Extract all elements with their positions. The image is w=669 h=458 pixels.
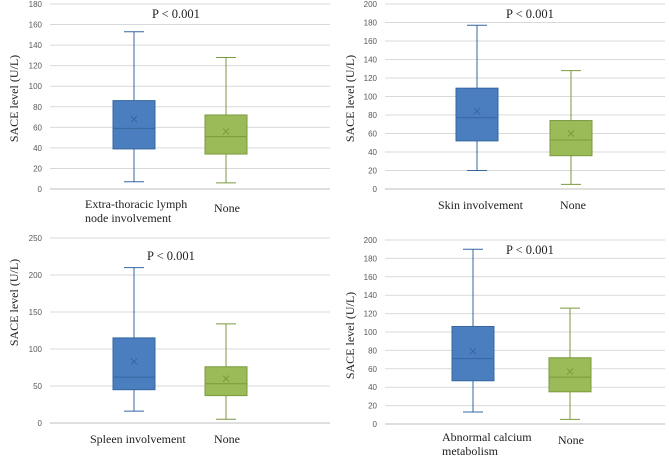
y-tick-label: 80 <box>33 103 42 112</box>
category-label-0: Extra-thoracic lymph node involvement <box>85 197 187 225</box>
box-plot-0 <box>112 31 156 183</box>
y-tick-label: 0 <box>38 185 43 194</box>
iqr-box <box>549 120 593 157</box>
category-label-line: node involvement <box>85 211 172 225</box>
chart-panel-extra-thoracic-lymph-node: 0 20 40 60 80 100 120 140 160 180 SACE level (U/L… <box>0 0 334 228</box>
iqr-box <box>548 357 592 393</box>
y-tick-label: 20 <box>33 164 42 173</box>
y-tick-label: 40 <box>368 383 377 392</box>
chart-panel-skin-involvement: 0 20 40 60 80 100 120 140 160 180 200 SACE level (… <box>335 0 669 228</box>
p-value-annotation: P < 0.001 <box>506 243 554 257</box>
category-label-line: None <box>214 201 240 215</box>
y-tick-label: 120 <box>29 62 43 71</box>
y-tick-label: 60 <box>368 365 377 374</box>
y-tick-label: 120 <box>364 310 378 319</box>
category-label-line: None <box>560 198 586 212</box>
box-plot-1 <box>549 70 593 185</box>
y-tick-label: 180 <box>364 254 378 263</box>
y-tick-label: 120 <box>364 74 378 83</box>
y-axis-label: SACE level (U/L) <box>6 258 21 346</box>
p-value-annotation: P < 0.001 <box>506 7 554 21</box>
iqr-box <box>112 337 156 391</box>
box-plot-0 <box>455 24 499 171</box>
y-tick-label: 20 <box>368 167 377 176</box>
mean-marker <box>567 130 575 137</box>
mean-marker <box>222 128 230 135</box>
y-tick-label: 80 <box>368 346 377 355</box>
iqr-box <box>451 325 495 382</box>
category-label-1: None <box>558 433 584 447</box>
iqr-box <box>112 100 156 150</box>
chart-panel-abnormal-calcium-metabolism: 0 20 40 60 80 100 120 140 160 180 200 SACE level (… <box>335 229 669 458</box>
box-plot-1 <box>548 307 592 420</box>
y-tick-label: 0 <box>373 185 378 194</box>
chart-plot: 0 20 40 60 80 100 120 140 160 180 200 <box>364 236 665 429</box>
mean-marker <box>566 368 574 375</box>
category-label-line: Skin involvement <box>438 198 523 212</box>
y-tick-label: 160 <box>364 37 378 46</box>
box-plot-0 <box>451 248 495 413</box>
mean-marker <box>130 358 138 365</box>
mean-marker <box>222 375 230 382</box>
mean-marker <box>473 107 481 115</box>
y-tick-label: 0 <box>373 420 378 429</box>
iqr-box <box>204 114 248 155</box>
y-tick-label: 160 <box>29 21 43 30</box>
y-tick-label: 140 <box>364 291 378 300</box>
p-value-annotation: P < 0.001 <box>152 7 200 21</box>
y-tick-label: 180 <box>29 0 43 9</box>
category-label-1: None <box>214 432 240 446</box>
category-label-line: None <box>558 433 584 447</box>
y-tick-label: 250 <box>29 234 43 243</box>
category-label-line: Abnormal calcium <box>442 430 532 444</box>
iqr-box <box>204 366 248 397</box>
y-tick-label: 160 <box>364 273 378 282</box>
chart-plot: 0 50 100 150 200 250 <box>29 234 330 428</box>
chart-plot: 0 20 40 60 80 100 120 140 160 180 <box>29 0 330 194</box>
y-tick-label: 50 <box>33 382 42 391</box>
y-tick-label: 100 <box>364 328 378 337</box>
category-label-1: None <box>560 198 586 212</box>
y-tick-label: 60 <box>368 130 377 139</box>
iqr-box <box>455 87 499 142</box>
y-axis-label: SACE level (U/L) <box>6 54 21 142</box>
y-tick-label: 200 <box>364 0 378 9</box>
category-label-line: None <box>214 432 240 446</box>
y-axis-label: SACE level (U/L) <box>342 291 357 379</box>
y-tick-label: 100 <box>364 93 378 102</box>
box-plot-0 <box>112 267 156 412</box>
y-axis-label: SACE level (U/L) <box>342 54 357 142</box>
p-value-annotation: P < 0.001 <box>147 249 195 263</box>
category-label-0: Spleen involvement <box>90 432 186 446</box>
category-label-line: Extra-thoracic lymph <box>85 197 188 211</box>
y-tick-label: 180 <box>364 19 378 28</box>
y-tick-label: 100 <box>29 82 43 91</box>
y-tick-label: 200 <box>29 271 43 280</box>
chart-plot: 0 20 40 60 80 100 120 140 160 180 200 <box>364 0 665 194</box>
mean-marker <box>130 115 138 123</box>
y-tick-label: 200 <box>364 236 378 245</box>
y-tick-label: 40 <box>33 144 42 153</box>
y-tick-label: 60 <box>33 123 42 132</box>
category-label-0: Abnormal calcium metabolism <box>442 430 532 458</box>
y-tick-label: 140 <box>364 56 378 65</box>
category-label-line: Spleen involvement <box>90 432 186 446</box>
category-label-0: Skin involvement <box>438 198 523 212</box>
chart-panel-spleen-involvement: 0 50 100 150 200 250 SACE level (U/L) P < 0.0… <box>0 229 334 456</box>
y-tick-label: 0 <box>38 419 43 428</box>
box-plot-1 <box>204 323 248 420</box>
y-tick-label: 100 <box>29 345 43 354</box>
box-plot-1 <box>204 56 248 184</box>
y-tick-label: 20 <box>368 402 377 411</box>
category-label-line: metabolism <box>442 444 498 458</box>
y-tick-label: 140 <box>29 41 43 50</box>
category-label-1: None <box>214 201 240 215</box>
y-tick-label: 80 <box>368 111 377 120</box>
mean-marker <box>469 347 477 355</box>
y-tick-label: 40 <box>368 148 377 157</box>
y-tick-label: 150 <box>29 308 43 317</box>
